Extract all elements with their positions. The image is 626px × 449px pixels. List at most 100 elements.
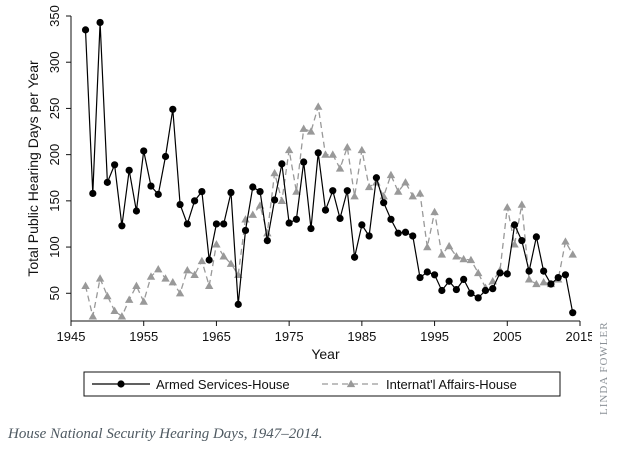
data-point xyxy=(300,158,308,166)
data-point xyxy=(89,189,97,198)
data-point xyxy=(466,255,476,264)
data-point xyxy=(481,286,490,295)
data-point xyxy=(335,164,345,172)
data-point xyxy=(409,232,417,240)
data-point xyxy=(438,286,446,295)
data-point xyxy=(277,196,287,204)
data-point xyxy=(306,127,316,135)
series-0 xyxy=(81,18,577,317)
data-point xyxy=(365,232,373,240)
line-chart: 50 100 150 200 250 300 350 1945 1955 1965 1975 1985… xyxy=(0,0,592,420)
y-tick-label: 200 xyxy=(47,144,62,166)
x-tick-label: 2015 xyxy=(566,329,592,344)
photo-credit: LINDA FOWLER xyxy=(598,321,610,415)
data-point xyxy=(161,274,170,282)
legend-item-1: Internat'l Affairs-House xyxy=(322,377,517,392)
data-point xyxy=(510,240,519,248)
data-point xyxy=(394,229,402,237)
data-point xyxy=(445,277,453,285)
data-point xyxy=(191,197,199,205)
legend-label: Internat'l Affairs-House xyxy=(386,377,517,392)
data-point xyxy=(540,267,548,275)
data-point xyxy=(226,259,236,267)
data-point xyxy=(168,277,177,286)
data-point xyxy=(321,206,330,214)
data-point xyxy=(503,203,512,211)
data-point xyxy=(139,297,148,305)
data-point xyxy=(350,253,359,261)
data-point xyxy=(96,18,104,27)
data-point xyxy=(117,312,127,320)
data-point xyxy=(103,178,111,186)
data-point xyxy=(292,215,301,223)
x-tick-label: 2005 xyxy=(493,329,522,344)
data-point xyxy=(205,256,213,264)
legend-marker xyxy=(117,380,125,388)
data-point xyxy=(197,256,207,265)
data-point xyxy=(147,182,155,190)
data-point xyxy=(161,152,170,161)
data-point xyxy=(263,236,271,245)
data-point xyxy=(103,291,112,300)
data-point xyxy=(154,265,163,273)
data-point xyxy=(569,309,577,317)
data-point xyxy=(234,300,242,308)
data-point xyxy=(176,200,184,209)
data-point xyxy=(444,241,454,250)
data-point xyxy=(299,124,308,132)
data-point xyxy=(154,190,162,198)
data-point xyxy=(394,187,403,195)
data-point xyxy=(263,228,272,237)
y-tick-label: 350 xyxy=(47,5,62,27)
data-point xyxy=(532,233,540,241)
chart-panel: 50 100 150 200 250 300 350 1945 1955 1965 1975 1985… xyxy=(0,0,592,420)
data-point xyxy=(423,268,431,276)
data-point xyxy=(118,222,126,230)
data-point xyxy=(488,277,497,285)
data-point xyxy=(503,270,511,278)
data-point xyxy=(343,143,352,151)
data-point xyxy=(430,271,439,279)
data-point xyxy=(357,145,367,154)
data-point xyxy=(459,254,468,263)
data-point xyxy=(387,215,395,223)
data-point xyxy=(358,221,366,229)
data-point xyxy=(474,268,483,277)
y-tick-label: 250 xyxy=(47,98,62,120)
data-point xyxy=(314,149,322,157)
data-point xyxy=(489,285,497,293)
data-point xyxy=(561,271,570,279)
y-tick-label: 100 xyxy=(47,236,62,258)
y-tick-label: 300 xyxy=(47,51,62,73)
data-point xyxy=(532,279,541,288)
data-point xyxy=(314,102,323,110)
data-point xyxy=(423,242,432,251)
data-point xyxy=(212,240,221,248)
data-point xyxy=(110,306,119,314)
data-point xyxy=(146,272,156,280)
data-point xyxy=(561,237,570,245)
data-point xyxy=(524,275,534,283)
data-point xyxy=(554,273,562,282)
x-tick-label: 1995 xyxy=(420,329,449,344)
data-point xyxy=(140,147,148,155)
data-point xyxy=(547,280,555,288)
data-point xyxy=(517,200,527,208)
legend: Armed Services-House Internat'l Affairs-H… xyxy=(83,371,561,397)
data-point xyxy=(212,220,221,228)
data-point xyxy=(284,145,294,154)
data-point xyxy=(372,174,380,182)
data-point xyxy=(190,270,199,278)
data-point xyxy=(285,219,293,227)
data-point xyxy=(88,312,98,320)
data-point xyxy=(380,199,388,207)
data-point xyxy=(256,188,264,196)
data-point xyxy=(132,281,141,290)
data-point xyxy=(415,189,425,197)
data-point xyxy=(175,289,185,297)
data-point xyxy=(220,220,228,228)
data-point xyxy=(496,269,504,277)
x-tick-label: 1955 xyxy=(129,329,158,344)
data-point xyxy=(95,274,105,282)
y-tick-label: 150 xyxy=(47,190,62,212)
